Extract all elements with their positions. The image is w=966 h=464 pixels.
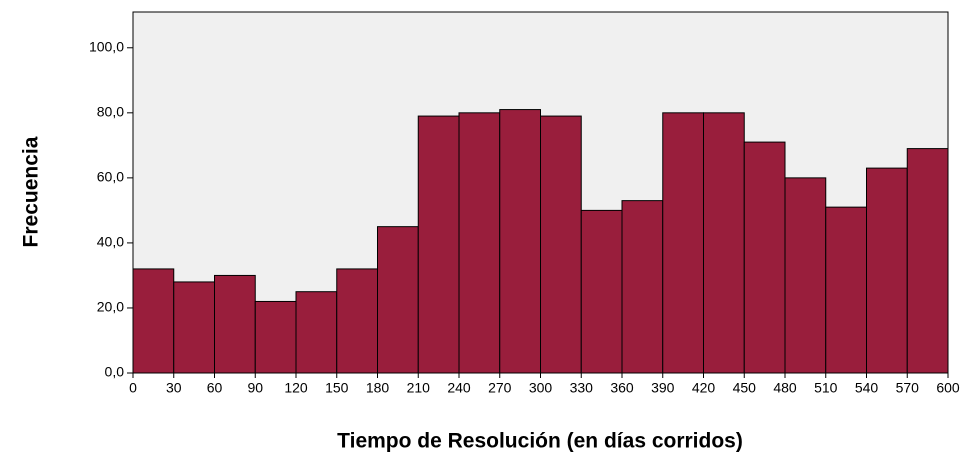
bar (173, 281, 215, 374)
bar (825, 206, 867, 374)
x-tick-label: 0 (129, 380, 137, 396)
bar (540, 115, 582, 374)
bar (580, 209, 623, 374)
x-axis-title: Tiempo de Resolución (en días corridos) (337, 430, 743, 453)
bar (458, 112, 501, 374)
x-tick-label: 300 (529, 380, 553, 396)
y-tick-label: 60,0 (97, 169, 124, 185)
y-tick-label: 80,0 (97, 104, 124, 120)
bar (784, 177, 827, 374)
bar (336, 268, 378, 374)
bar (621, 200, 664, 374)
x-tick-label: 60 (207, 380, 223, 396)
x-tick-label: 600 (936, 380, 960, 396)
x-tick-label: 480 (773, 380, 797, 396)
y-tick-label: 0,0 (105, 364, 125, 380)
x-tick-label: 450 (733, 380, 757, 396)
bar (377, 226, 419, 374)
y-tick-label: 40,0 (97, 234, 124, 250)
bar (866, 167, 908, 374)
bar (417, 115, 460, 374)
x-tick-label: 120 (284, 380, 308, 396)
bar (132, 268, 175, 374)
bar (295, 291, 338, 374)
bar (662, 112, 704, 374)
bar (499, 109, 541, 374)
x-tick-label: 270 (488, 380, 512, 396)
x-tick-label: 30 (166, 380, 182, 396)
x-tick-label: 390 (651, 380, 675, 396)
bar (254, 300, 297, 374)
x-tick-label: 420 (692, 380, 716, 396)
x-tick-label: 570 (896, 380, 920, 396)
x-tick-label: 150 (325, 380, 349, 396)
x-tick-label: 510 (814, 380, 838, 396)
bar (703, 112, 745, 374)
x-tick-label: 330 (570, 380, 594, 396)
x-tick-label: 540 (855, 380, 879, 396)
y-axis-title: Frecuencia (20, 136, 43, 247)
y-tick-label: 100,0 (89, 38, 124, 54)
bar (214, 274, 256, 374)
bar (743, 141, 786, 374)
x-tick-label: 90 (247, 380, 263, 396)
x-tick-label: 240 (447, 380, 471, 396)
x-tick-label: 180 (366, 380, 390, 396)
y-tick-label: 20,0 (97, 299, 124, 315)
x-tick-label: 210 (407, 380, 431, 396)
x-tick-label: 360 (610, 380, 634, 396)
bar (906, 148, 949, 374)
